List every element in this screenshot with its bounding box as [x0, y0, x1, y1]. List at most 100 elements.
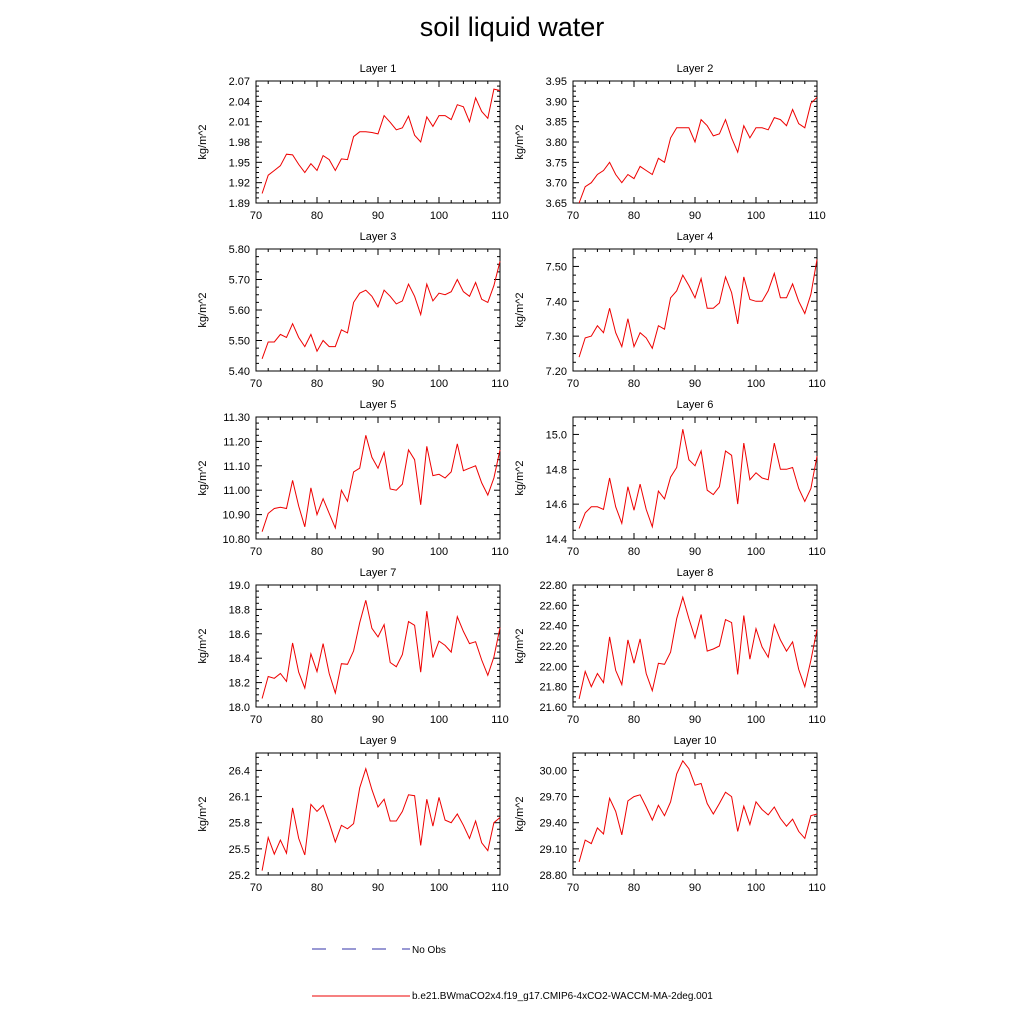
x-tick-label-layer-1: 100 [430, 210, 448, 222]
y-tick-label-layer-9: 25.5 [229, 844, 250, 856]
y-tick-label-layer-9: 26.4 [229, 765, 250, 777]
series-line-layer-2 [578, 96, 818, 204]
y-tick-label-layer-2: 3.70 [546, 178, 567, 190]
panel-title-layer-7: Layer 7 [360, 567, 397, 579]
y-tick-label-layer-4: 7.40 [546, 296, 567, 308]
y-axis-label-layer-3: kg/m^2 [197, 292, 209, 327]
x-tick-label-layer-4: 90 [689, 378, 701, 390]
plot-frame-layer-10 [572, 752, 818, 876]
x-tick-label-layer-3: 90 [372, 378, 384, 390]
panel-title-layer-2: Layer 2 [677, 63, 714, 75]
y-tick-label-layer-8: 22.80 [539, 580, 567, 592]
y-tick-label-layer-7: 18.0 [229, 702, 250, 714]
x-tick-label-layer-5: 90 [372, 546, 384, 558]
x-tick-label-layer-9: 70 [250, 882, 262, 894]
y-tick-label-layer-2: 3.80 [546, 137, 567, 149]
y-axis-label-layer-7: kg/m^2 [197, 628, 209, 663]
y-tick-label-layer-10: 29.10 [539, 844, 567, 856]
y-tick-label-layer-9: 25.2 [229, 870, 250, 882]
y-tick-label-layer-1: 2.01 [229, 117, 250, 129]
series-line-layer-8 [578, 595, 818, 700]
y-tick-label-layer-5: 11.20 [223, 436, 250, 448]
plot-frame-layer-9 [255, 752, 501, 876]
x-tick-label-layer-10: 80 [628, 882, 640, 894]
plot-frame-layer-1 [255, 80, 501, 204]
x-tick-label-layer-4: 70 [567, 378, 579, 390]
panel-layer-1: Layer 1 kg/m^2 70 80 90 100 110 1.89 1.92 1.95 1.9… [197, 63, 509, 222]
y-tick-label-layer-1: 2.07 [229, 76, 250, 88]
y-axis-label-layer-10: kg/m^2 [514, 796, 526, 831]
y-tick-label-layer-3: 5.80 [229, 244, 250, 256]
panel-title-layer-6: Layer 6 [677, 399, 714, 411]
x-tick-label-layer-7: 100 [430, 714, 448, 726]
y-tick-label-layer-8: 21.60 [539, 702, 567, 714]
x-tick-label-layer-1: 110 [491, 210, 509, 222]
panel-title-layer-1: Layer 1 [360, 63, 397, 75]
x-tick-label-layer-5: 100 [430, 546, 448, 558]
y-tick-label-layer-5: 11.00 [223, 485, 250, 497]
panel-layer-2: Layer 2 kg/m^2 70 80 90 100 110 3.65 3.70 3.75 3.8… [514, 63, 826, 222]
panel-layer-7: Layer 7 kg/m^2 70 80 90 100 110 18.0 18.2 18.4 18.… [197, 567, 509, 726]
x-tick-label-layer-4: 110 [808, 378, 826, 390]
y-tick-label-layer-6: 14.8 [546, 464, 567, 476]
x-tick-label-layer-7: 90 [372, 714, 384, 726]
legend-label-no-obs: No Obs [412, 945, 446, 956]
y-tick-label-layer-4: 7.20 [546, 366, 567, 378]
y-tick-label-layer-6: 14.4 [546, 534, 567, 546]
x-tick-label-layer-10: 110 [808, 882, 826, 894]
panel-title-layer-3: Layer 3 [360, 231, 397, 243]
x-tick-label-layer-3: 110 [491, 378, 509, 390]
y-axis-label-layer-5: kg/m^2 [197, 460, 209, 495]
y-tick-label-layer-3: 5.40 [229, 366, 250, 378]
x-tick-label-layer-8: 100 [747, 714, 765, 726]
series-line-layer-4 [578, 259, 818, 358]
y-tick-label-layer-5: 10.80 [222, 534, 250, 546]
x-tick-label-layer-10: 90 [689, 882, 701, 894]
x-tick-label-layer-9: 80 [311, 882, 323, 894]
y-tick-label-layer-10: 28.80 [539, 870, 567, 882]
x-tick-label-layer-6: 110 [808, 546, 826, 558]
x-tick-label-layer-2: 100 [747, 210, 765, 222]
panel-layer-5: Layer 5 kg/m^2 70 80 90 100 110 10.80 10.90 11.00… [197, 399, 509, 558]
y-tick-label-layer-7: 18.6 [229, 629, 250, 641]
series-line-layer-9 [261, 766, 501, 871]
panel-title-layer-5: Layer 5 [360, 399, 397, 411]
y-tick-label-layer-4: 7.30 [546, 331, 567, 343]
x-tick-label-layer-2: 70 [567, 210, 579, 222]
x-tick-label-layer-3: 70 [250, 378, 262, 390]
panel-layer-4: Layer 4 kg/m^2 70 80 90 100 110 7.20 7.30 7.40 7.5… [514, 231, 826, 390]
panel-layer-10: Layer 10 kg/m^2 70 80 90 100 110 28.80 29.10 29.4… [514, 735, 826, 894]
y-tick-label-layer-1: 2.04 [229, 96, 250, 108]
y-tick-label-layer-1: 1.89 [229, 198, 250, 210]
x-tick-label-layer-2: 80 [628, 210, 640, 222]
y-tick-label-layer-1: 1.98 [229, 137, 250, 149]
y-tick-label-layer-8: 22.00 [539, 661, 567, 673]
y-tick-label-layer-2: 3.85 [546, 117, 567, 129]
series-line-layer-5 [261, 435, 501, 532]
x-tick-label-layer-3: 80 [311, 378, 323, 390]
y-tick-label-layer-7: 18.8 [229, 604, 250, 616]
y-tick-label-layer-8: 21.80 [539, 682, 567, 694]
y-tick-label-layer-1: 1.95 [229, 157, 250, 169]
y-axis-label-layer-4: kg/m^2 [514, 292, 526, 327]
x-tick-label-layer-6: 70 [567, 546, 579, 558]
plot-frame-layer-5 [255, 416, 501, 540]
chart-title: soil liquid water [419, 12, 605, 42]
y-tick-label-layer-2: 3.90 [546, 96, 567, 108]
x-tick-label-layer-8: 90 [689, 714, 701, 726]
y-axis-label-layer-8: kg/m^2 [514, 628, 526, 663]
legend: No Obs b.e21.BWmaCO2x4.f19_g17.CMIP6-4xC… [312, 945, 713, 1002]
y-tick-label-layer-8: 22.60 [539, 600, 567, 612]
x-tick-label-layer-5: 80 [311, 546, 323, 558]
panel-layer-6: Layer 6 kg/m^2 70 80 90 100 110 14.4 14.6 14.8 15.… [514, 399, 826, 558]
y-tick-label-layer-3: 5.70 [229, 275, 250, 287]
x-tick-label-layer-2: 110 [808, 210, 826, 222]
x-tick-label-layer-10: 70 [567, 882, 579, 894]
y-tick-label-layer-8: 22.40 [539, 621, 567, 633]
x-tick-label-layer-10: 100 [747, 882, 765, 894]
y-tick-label-layer-2: 3.75 [546, 157, 567, 169]
series-line-layer-6 [578, 429, 818, 529]
panel-layer-8: Layer 8 kg/m^2 70 80 90 100 110 21.60 21.80 22.00… [514, 567, 826, 726]
y-tick-label-layer-9: 25.8 [229, 818, 250, 830]
